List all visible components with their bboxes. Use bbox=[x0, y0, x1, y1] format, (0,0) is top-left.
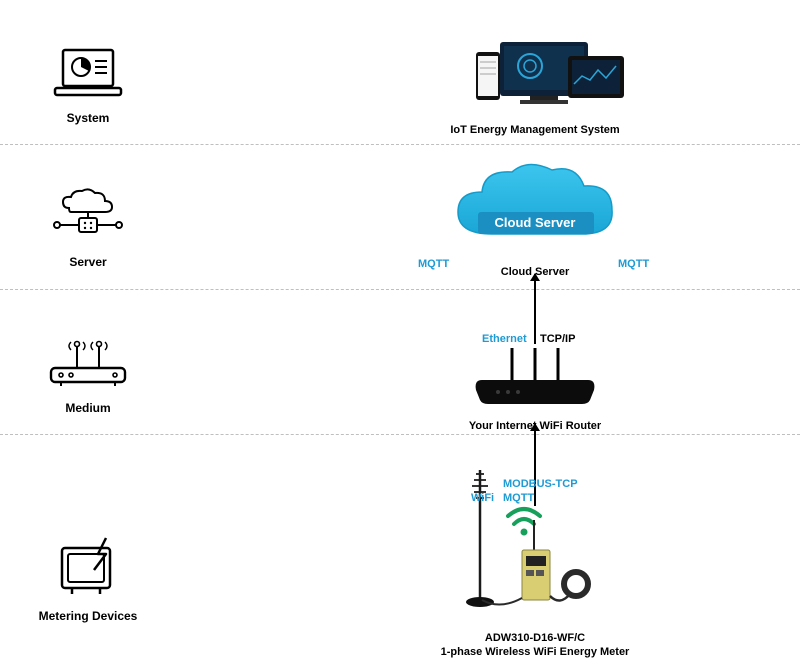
left-system-block: System bbox=[18, 46, 158, 125]
center-system-label: IoT Energy Management System bbox=[430, 123, 640, 137]
center-meter-label2: 1-phase Wireless WiFi Energy Meter bbox=[430, 645, 640, 659]
arrow-meter-to-router bbox=[534, 424, 536, 506]
router-line-icon bbox=[43, 336, 133, 390]
center-meter-label1: ADW310-D16-WF/C bbox=[430, 631, 640, 645]
left-medium-block: Medium bbox=[18, 336, 158, 415]
cloud-banner-text: Cloud Server bbox=[495, 215, 576, 230]
ethernet-label: Ethernet bbox=[482, 333, 527, 345]
left-server-label: Server bbox=[18, 255, 158, 269]
left-system-label: System bbox=[18, 111, 158, 125]
arrow-router-to-cloud bbox=[534, 274, 536, 344]
mqtt3-label: MQTT bbox=[503, 492, 534, 504]
left-medium-label: Medium bbox=[18, 401, 158, 415]
center-router-block: Your Internet WiFi Router bbox=[468, 346, 602, 433]
cloud-stack-icon bbox=[49, 188, 127, 244]
laptop-chart-icon bbox=[51, 46, 125, 100]
wifi-router-icon bbox=[468, 346, 602, 410]
mqtt-right-label: MQTT bbox=[618, 258, 649, 270]
devices-dashboard-icon bbox=[430, 36, 640, 114]
left-server-block: Server bbox=[18, 188, 158, 269]
modbus-label: MODBUS-TCP bbox=[503, 478, 578, 490]
left-devices-label: Metering Devices bbox=[18, 609, 158, 623]
meter-bolt-icon bbox=[48, 534, 128, 598]
center-cloud-block: Cloud Server Cloud Server bbox=[448, 162, 622, 279]
mqtt-left-label: MQTT bbox=[418, 258, 449, 270]
left-devices-block: Metering Devices bbox=[18, 534, 158, 623]
center-system-block: IoT Energy Management System bbox=[430, 36, 640, 137]
cloud-server-icon: Cloud Server bbox=[448, 162, 622, 256]
wifi-label: WiFi bbox=[471, 492, 494, 504]
tcpip-label: TCP/IP bbox=[540, 333, 575, 345]
